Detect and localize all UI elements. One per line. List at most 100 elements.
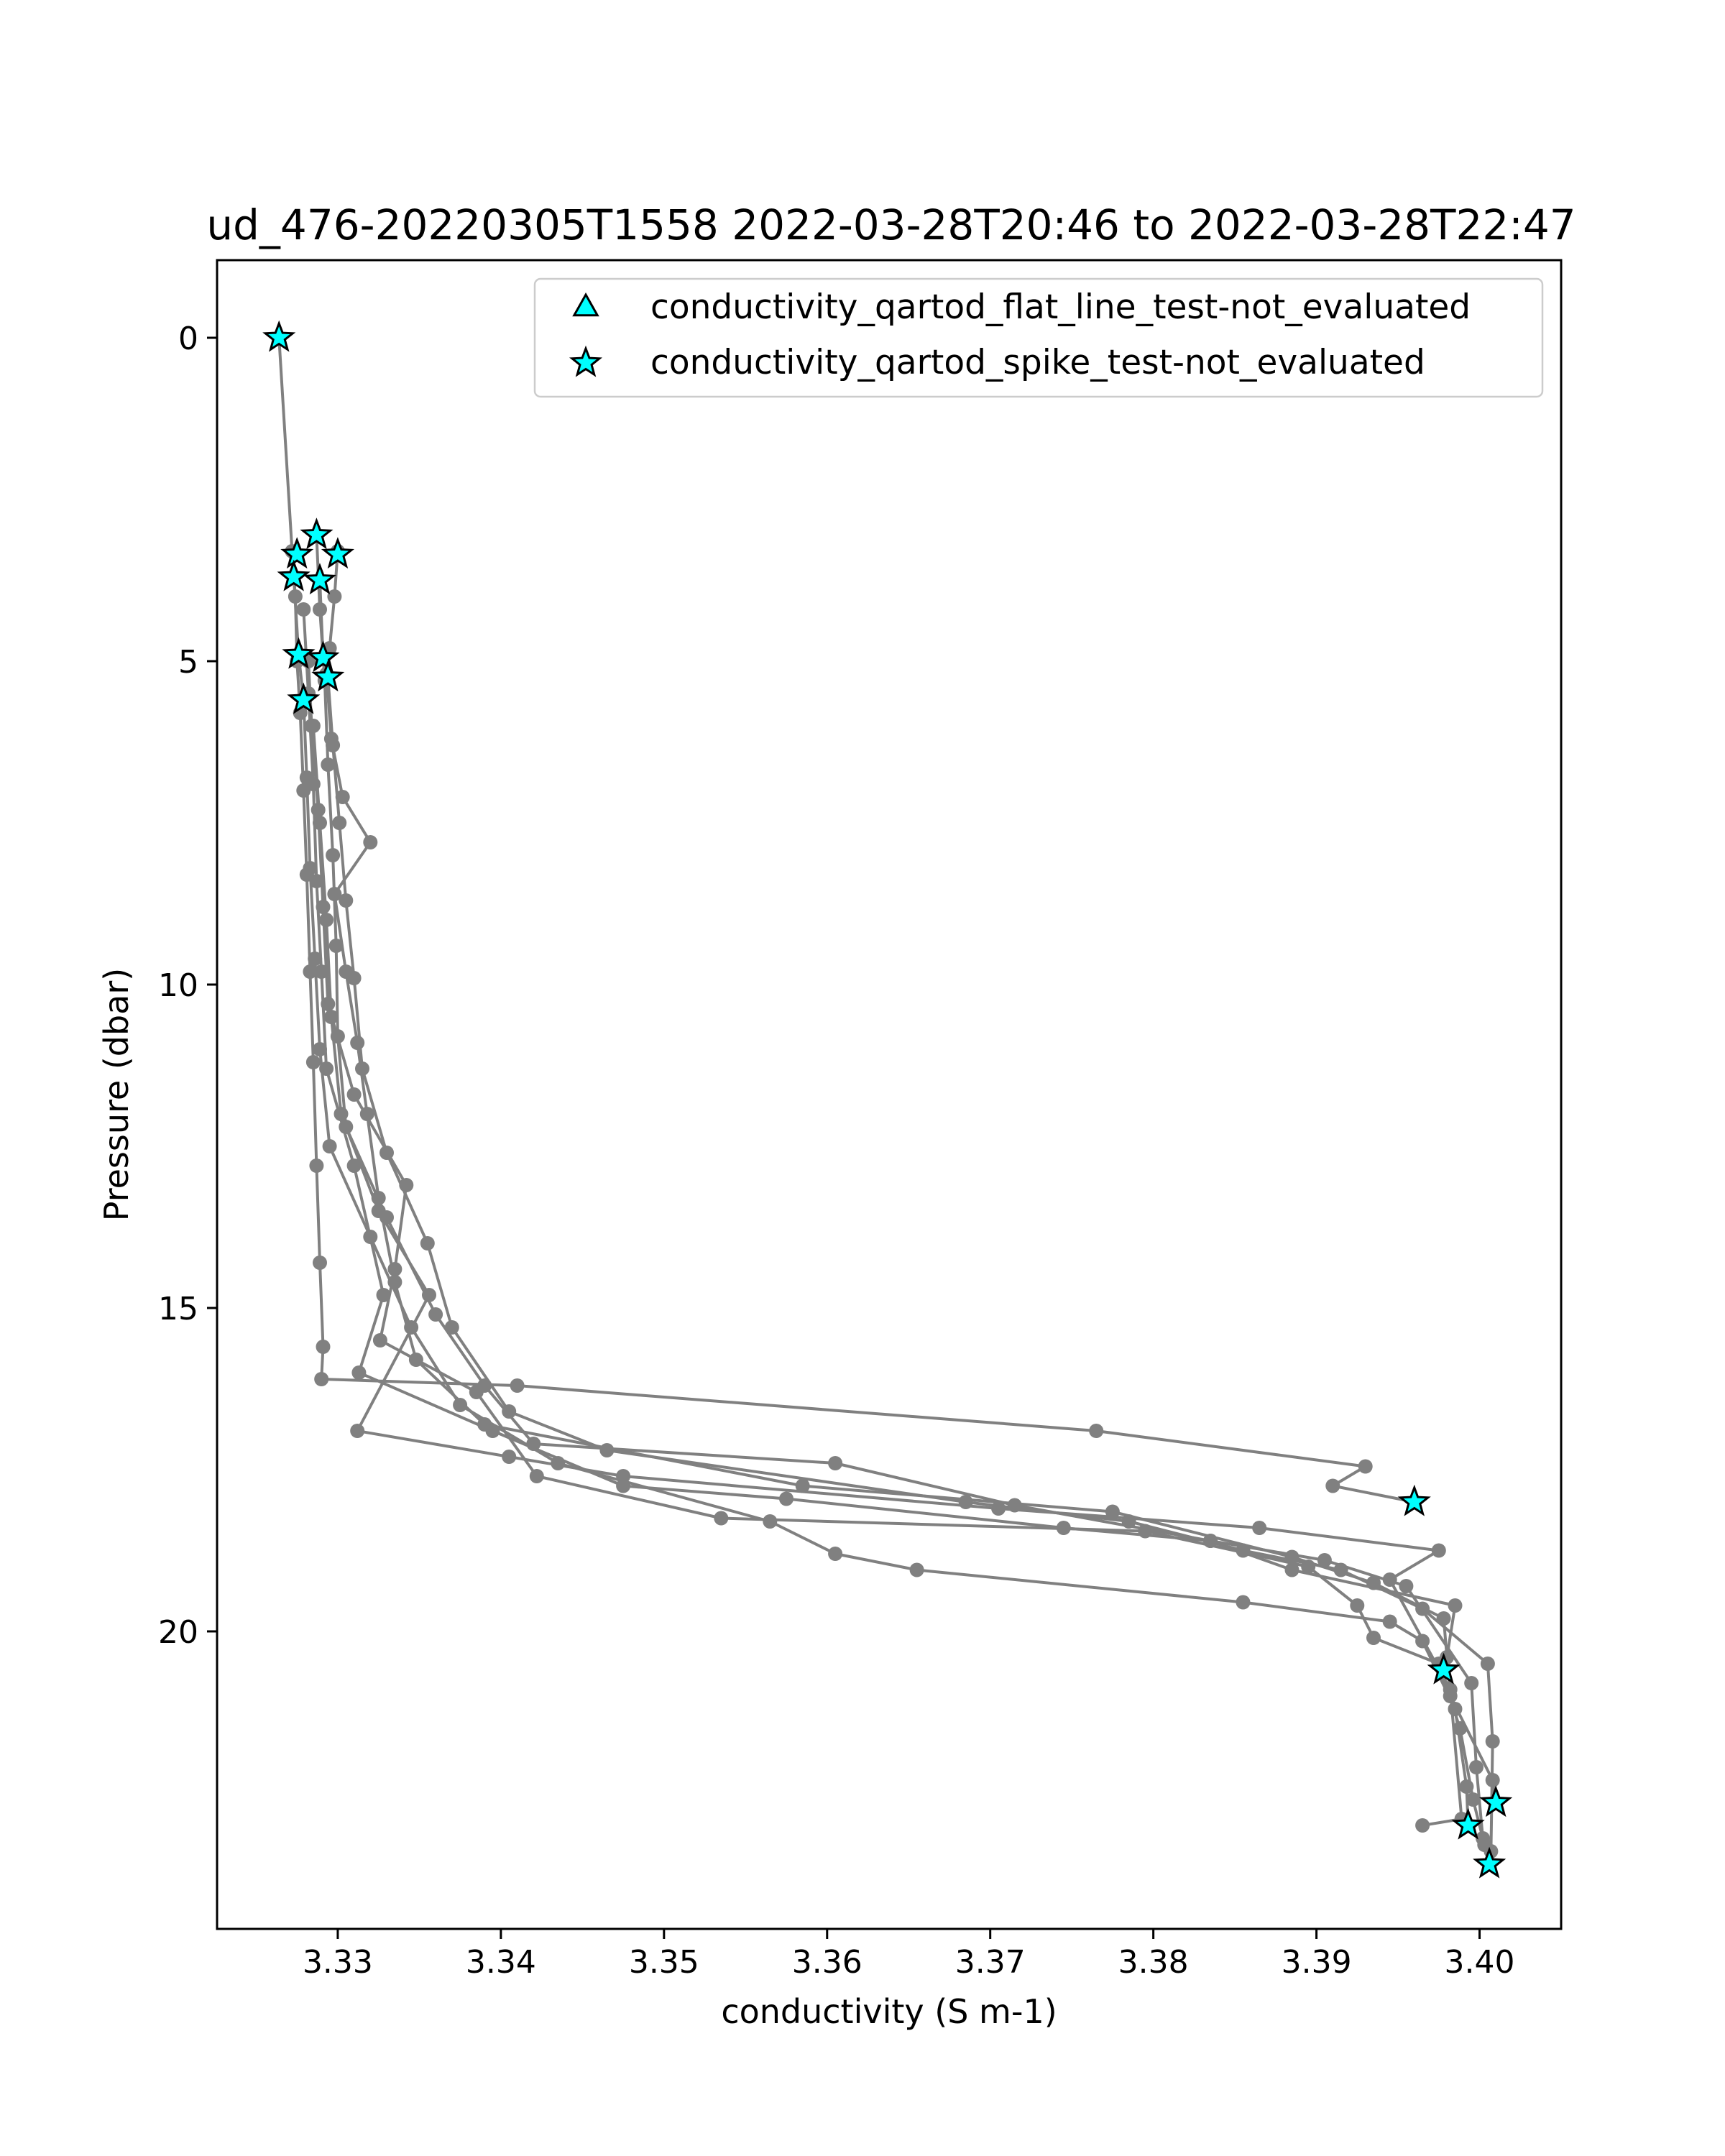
- x-tick-label: 3.38: [1118, 1944, 1189, 1981]
- profile-point: [316, 1340, 331, 1354]
- profile-point: [1382, 1572, 1397, 1587]
- profile-point: [1431, 1543, 1446, 1558]
- profile-point: [328, 939, 344, 953]
- profile-point: [453, 1398, 468, 1412]
- profile-point: [305, 1055, 321, 1069]
- profile-point: [321, 757, 336, 772]
- profile-point: [1453, 1721, 1468, 1736]
- spike-test-star-marker: [280, 537, 314, 569]
- profile-point: [346, 1087, 362, 1102]
- profile-point: [1350, 1598, 1365, 1613]
- x-tick-label: 3.39: [1282, 1944, 1352, 1981]
- profile-point: [319, 913, 334, 927]
- profile-point: [428, 1307, 443, 1322]
- profile-point: [1236, 1595, 1251, 1610]
- profile-point: [387, 1262, 402, 1276]
- profile-point: [327, 887, 342, 901]
- y-axis-ticks: 0 5 10 15 20: [158, 321, 217, 1651]
- spike-test-star-marker: [303, 563, 337, 595]
- profile-point: [420, 1236, 435, 1250]
- spike-test-star-marker: [321, 537, 355, 569]
- legend: conductivity_qartod_flat_line_test-not_e…: [533, 277, 1544, 398]
- y-tick-label: 0: [178, 321, 198, 357]
- profile-point: [599, 1443, 615, 1457]
- x-tick-label: 3.40: [1445, 1944, 1515, 1981]
- profile-point: [1477, 1838, 1492, 1852]
- profile-point: [350, 1036, 365, 1050]
- profile-point: [1466, 1792, 1481, 1807]
- profile-point: [485, 1424, 500, 1438]
- profile-line: [318, 580, 1494, 1865]
- profile-point: [313, 1256, 327, 1270]
- profile-point: [1317, 1553, 1332, 1567]
- profile-point: [1358, 1459, 1373, 1474]
- profile-point: [335, 790, 350, 804]
- x-tick-label: 3.37: [955, 1944, 1026, 1981]
- profile-point: [326, 738, 341, 752]
- profile-point: [309, 1158, 324, 1173]
- profile-point: [351, 1365, 367, 1380]
- profile-point: [1366, 1631, 1381, 1645]
- spike-test-star-marker: [277, 559, 310, 591]
- profile-point: [529, 1469, 544, 1483]
- profile-point: [321, 997, 336, 1011]
- profile-point: [828, 1547, 843, 1561]
- profile-point: [795, 1478, 810, 1493]
- legend-triangle-shape: [572, 292, 599, 317]
- profile-point: [422, 1288, 436, 1302]
- profile-point: [1469, 1760, 1484, 1774]
- profile-point: [1399, 1579, 1414, 1593]
- plot-area: [262, 320, 1513, 1879]
- spike-test-star-marker: [1397, 1484, 1431, 1516]
- spike-test-star-marker: [300, 517, 334, 550]
- profile-point: [313, 1042, 327, 1056]
- profile-point: [303, 964, 318, 979]
- profile-point: [1138, 1524, 1153, 1539]
- profile-point: [1284, 1562, 1300, 1577]
- profile-point: [322, 1139, 337, 1153]
- profile-point: [339, 893, 354, 908]
- profile-point: [346, 1158, 362, 1173]
- profile-point: [303, 861, 318, 875]
- profile-point: [1415, 1818, 1430, 1833]
- profile-point: [334, 1107, 349, 1121]
- chart-title: ud_476-20220305T1558 2022-03-28T20:46 to…: [206, 201, 1576, 249]
- axes-frame: [216, 259, 1563, 1930]
- profile-point: [502, 1450, 517, 1464]
- x-tick-label: 3.36: [792, 1944, 862, 1981]
- profile-point: [1252, 1521, 1267, 1535]
- x-tick-label: 3.34: [466, 1944, 536, 1981]
- profile-point: [616, 1469, 631, 1483]
- profile-point: [828, 1456, 843, 1470]
- profile-point: [319, 1061, 334, 1076]
- x-axis-ticks: 3.33 3.34 3.35 3.36 3.37 3.38 3.39 3.40: [303, 1929, 1515, 1981]
- profile-point: [469, 1385, 484, 1399]
- profile-point: [327, 589, 342, 604]
- y-tick-label: 10: [158, 967, 198, 1004]
- profile-point: [326, 848, 341, 862]
- profile-point: [363, 835, 378, 849]
- y-tick-label: 15: [158, 1291, 198, 1327]
- spike-test-star-marker: [287, 682, 321, 714]
- profile-point: [909, 1562, 924, 1577]
- profile-point: [714, 1511, 729, 1526]
- spike-test-star-marker: [1427, 1652, 1460, 1685]
- profile-point: [313, 816, 327, 830]
- spike-test-star-marker: [1473, 1846, 1506, 1879]
- legend-triangle-marker-icon: [572, 292, 599, 317]
- profile-point: [332, 816, 347, 830]
- profile-point: [763, 1514, 778, 1529]
- profile-point: [309, 874, 324, 888]
- profile-point: [323, 1010, 339, 1024]
- y-tick-label: 5: [178, 644, 198, 681]
- profile-point: [296, 602, 311, 617]
- profile-point: [1301, 1560, 1316, 1574]
- profile-point: [308, 952, 323, 966]
- spike-test-markers: [262, 320, 1513, 1879]
- spike-test-star-marker: [262, 320, 296, 352]
- x-axis-label: conductivity (S m-1): [721, 1992, 1057, 2031]
- profile-point: [376, 1288, 391, 1302]
- spike-test-star-marker: [282, 637, 316, 669]
- legend-box: [533, 277, 1544, 398]
